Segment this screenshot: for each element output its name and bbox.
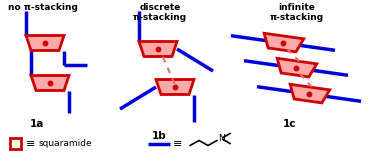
Text: discrete
π-stacking: discrete π-stacking bbox=[133, 3, 187, 22]
Polygon shape bbox=[277, 58, 317, 77]
Polygon shape bbox=[264, 33, 304, 52]
Text: squaramide: squaramide bbox=[39, 139, 93, 148]
Text: ≡: ≡ bbox=[26, 138, 36, 148]
Text: no π-stacking: no π-stacking bbox=[8, 3, 78, 12]
Polygon shape bbox=[31, 76, 69, 90]
Polygon shape bbox=[290, 84, 330, 103]
Text: infinite
π-stacking: infinite π-stacking bbox=[270, 3, 324, 22]
Text: 1b: 1b bbox=[152, 131, 167, 141]
Text: N: N bbox=[218, 134, 225, 143]
Text: 1a: 1a bbox=[30, 119, 44, 129]
Polygon shape bbox=[156, 80, 194, 95]
Text: 1c: 1c bbox=[283, 119, 296, 129]
Polygon shape bbox=[139, 42, 177, 57]
Text: ≡: ≡ bbox=[173, 138, 182, 148]
Polygon shape bbox=[26, 35, 64, 51]
Bar bbox=[10, 138, 21, 149]
